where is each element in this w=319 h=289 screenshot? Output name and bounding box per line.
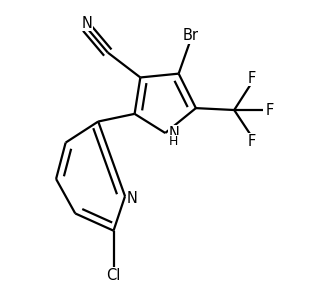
Text: N: N <box>127 191 137 206</box>
Text: F: F <box>247 134 256 149</box>
Text: F: F <box>266 103 274 118</box>
Text: F: F <box>247 71 256 86</box>
Text: H: H <box>169 135 178 148</box>
Text: N: N <box>81 16 92 31</box>
Text: N: N <box>168 125 179 140</box>
Text: Cl: Cl <box>106 268 121 283</box>
Text: Br: Br <box>182 28 198 43</box>
